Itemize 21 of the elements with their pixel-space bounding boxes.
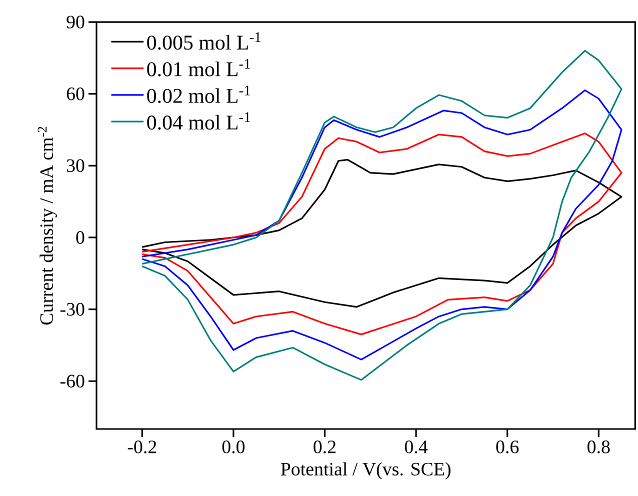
y-tick-label: 90 [66,16,84,28]
legend-label: 0.01 mol L$^{-1}$ [147,58,250,76]
line-series [141,158,622,308]
y-tick-label: 60 [66,87,84,100]
x-tick-label: 0.8 [588,440,610,454]
x-tick-label: 0.2 [314,440,336,454]
legend-label: 0.04 mol L$^{-1}$ [147,112,250,130]
y-tick-label: 30 [66,159,84,172]
x-tick-label: 0.0 [222,440,245,454]
x-axis-title: Potential / V(vs. SCE) [280,462,450,480]
x-tick-label: 0.4 [404,440,428,454]
x-tick-label: -0.2 [128,440,156,454]
legend-label: 0.02 mol L$^{-1}$ [147,86,250,104]
y-axis-title: Current density / mA cm$^{-2}$ [38,126,57,325]
y-tick-label: 0 [76,231,84,244]
line-series [141,50,622,381]
y-tick-label: -30 [60,302,84,316]
legend-label: 0.005 mol L$^{-1}$ [147,32,261,50]
y-tick-label: -60 [60,374,84,388]
line-series [141,132,622,336]
x-tick-label: 0.6 [496,440,519,454]
